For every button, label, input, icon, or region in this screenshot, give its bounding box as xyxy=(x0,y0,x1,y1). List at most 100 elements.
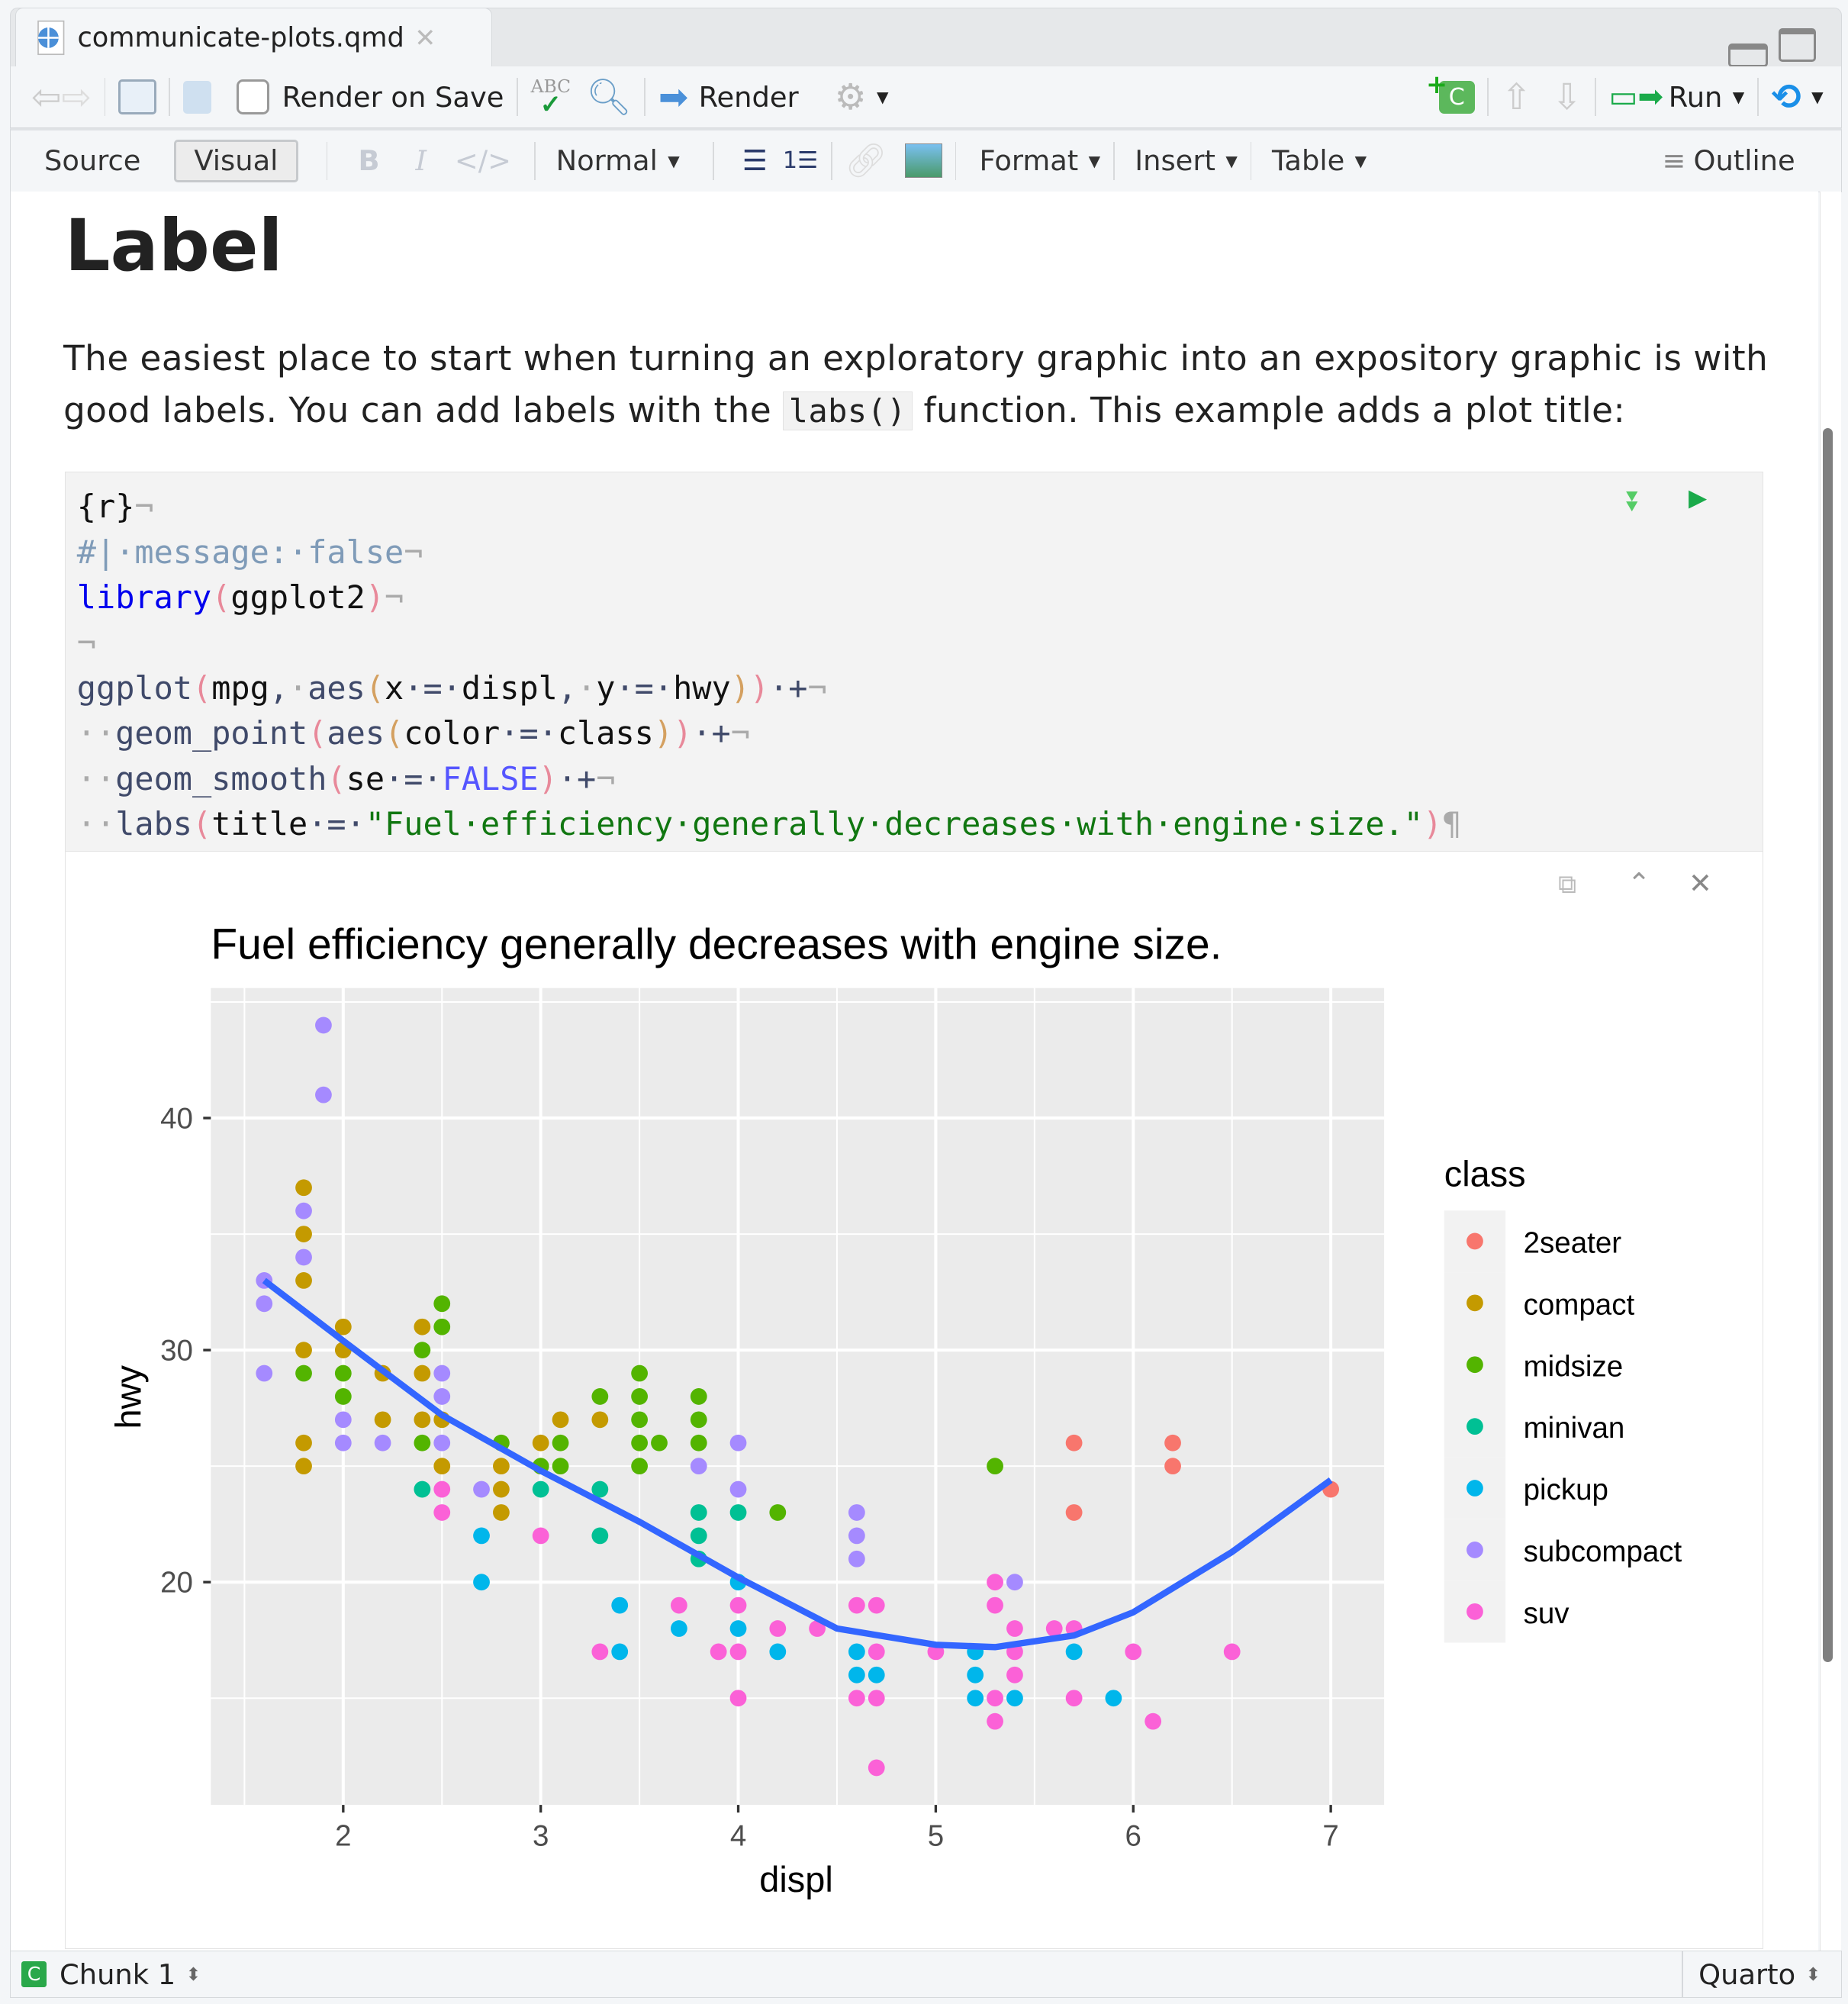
x-tick-label: 3 xyxy=(533,1820,549,1853)
image-icon[interactable] xyxy=(905,143,942,179)
run-button[interactable]: Run xyxy=(1668,80,1723,114)
data-point-compact xyxy=(493,1480,510,1498)
data-point-minivan xyxy=(591,1480,609,1498)
data-point-minivan xyxy=(690,1504,707,1521)
format-caret-icon[interactable]: ▼ xyxy=(1088,151,1101,170)
insert-chunk-icon[interactable]: C + xyxy=(1426,69,1475,114)
bullet-list-icon[interactable]: ☰ xyxy=(742,144,768,178)
collapse-output-icon[interactable]: ⌃ xyxy=(1627,866,1651,900)
block-style-dropdown[interactable]: Normal xyxy=(555,144,658,178)
code-icon[interactable]: </> xyxy=(454,144,511,178)
minimize-pane-icon[interactable] xyxy=(1727,43,1769,68)
code-token: ·=· xyxy=(404,669,462,707)
doctype-updown-icon[interactable]: ⬍ xyxy=(1805,1964,1821,1986)
bold-icon[interactable]: B xyxy=(358,144,380,178)
italic-icon[interactable]: I xyxy=(415,144,427,178)
code-token: ( xyxy=(192,669,212,707)
code-line[interactable]: ··geom_point(aes(color·=·class))·+¬ xyxy=(77,714,750,752)
chunk-navigator[interactable]: Chunk 1 xyxy=(60,1957,176,1991)
code-line[interactable]: ¬ xyxy=(77,624,96,662)
editor-toolbar: ⇦ ⇨ Render on Save ABC ✓ 🔍︎ ➡ Render ⚙ ▼ C… xyxy=(10,66,1842,129)
code-line[interactable]: ··geom_smooth(se·=·FALSE)·+¬ xyxy=(77,760,616,797)
scrollbar-thumb[interactable] xyxy=(1822,428,1833,1662)
table-caret-icon[interactable]: ▼ xyxy=(1354,151,1367,170)
format-menu[interactable]: Format xyxy=(979,144,1079,178)
data-point-midsize xyxy=(631,1434,648,1451)
data-point-subcompact xyxy=(256,1364,273,1382)
settings-gear-icon[interactable]: ⚙ xyxy=(834,76,867,118)
run-chunk-icon[interactable]: ▶ xyxy=(1688,480,1708,516)
x-tick-label: 4 xyxy=(730,1820,746,1853)
data-point-pickup xyxy=(848,1666,865,1683)
table-menu[interactable]: Table xyxy=(1272,144,1345,178)
show-in-window-icon[interactable] xyxy=(118,79,156,115)
window-controls xyxy=(1727,27,1817,68)
render-on-save-checkbox[interactable]: Render on Save xyxy=(237,79,504,115)
data-point-midsize xyxy=(433,1318,451,1335)
run-icon[interactable]: ▭➡ xyxy=(1608,79,1664,115)
chunk-updown-icon[interactable]: ⬍ xyxy=(185,1964,201,1986)
data-point-pickup xyxy=(473,1574,490,1591)
render-button[interactable]: Render xyxy=(698,80,799,114)
code-line[interactable]: ggplot(mpg,·aes(x·=·displ,·y·=·hwy))·+¬ xyxy=(77,669,827,707)
code-line[interactable]: #|·message:·false¬ xyxy=(77,533,423,571)
maximize-pane-icon[interactable] xyxy=(1778,27,1817,63)
outline-icon[interactable]: ≡ xyxy=(1662,144,1686,178)
run-previous-chunks-icon[interactable]: ⏬︎ xyxy=(1627,485,1641,518)
render-icon[interactable]: ➡ xyxy=(658,76,689,118)
expand-output-icon[interactable]: ⧉ xyxy=(1558,868,1577,899)
code-token: ( xyxy=(365,669,385,707)
numbered-list-icon[interactable]: 1☰ xyxy=(782,147,819,175)
chunk-icon: C xyxy=(21,1961,47,1987)
document-type-selector[interactable]: Quarto xyxy=(1698,1957,1796,1991)
code-line[interactable]: {r}¬ xyxy=(77,488,154,525)
code-token: ¶ xyxy=(1442,805,1462,843)
code-token: ggplot2 xyxy=(230,578,365,617)
code-token: ¬ xyxy=(404,533,423,571)
close-tab-icon[interactable]: ✕ xyxy=(414,23,436,53)
data-point-midsize xyxy=(690,1434,707,1451)
checkbox-box[interactable] xyxy=(237,79,269,115)
data-point-pickup xyxy=(868,1666,885,1683)
data-point-midsize xyxy=(334,1364,352,1382)
find-icon[interactable]: 🔍︎ xyxy=(586,76,632,118)
code-chunk[interactable]: ⏬︎ ▶ {r}¬ #|·message:·false¬ library(ggplo… xyxy=(64,472,1764,852)
previous-chunk-icon[interactable]: ⇧ xyxy=(1501,76,1532,118)
visual-mode-button[interactable]: Visual xyxy=(173,139,298,182)
data-point-suv xyxy=(868,1596,885,1614)
settings-dropdown-icon[interactable]: ▼ xyxy=(877,88,889,107)
insert-menu[interactable]: Insert xyxy=(1135,144,1215,178)
render-on-save-label: Render on Save xyxy=(282,80,504,114)
spellcheck-icon[interactable]: ABC ✓ xyxy=(530,75,571,120)
code-line[interactable]: library(ggplot2)¬ xyxy=(77,578,404,616)
publish-icon[interactable]: ⟲ xyxy=(1771,76,1801,118)
data-point-suv xyxy=(987,1596,1003,1614)
code-token: ( xyxy=(192,805,212,843)
code-token: aes xyxy=(307,669,365,707)
code-line[interactable]: ··labs(title·=·"Fuel·efficiency·generall… xyxy=(77,805,1462,843)
data-point-midsize xyxy=(769,1504,787,1521)
insert-caret-icon[interactable]: ▼ xyxy=(1225,151,1238,170)
next-chunk-icon[interactable]: ⇩ xyxy=(1551,76,1582,118)
x-axis-label: displ xyxy=(759,1860,832,1899)
data-point-pickup xyxy=(769,1643,787,1661)
outline-button[interactable]: Outline xyxy=(1693,144,1795,178)
data-point-subcompact xyxy=(848,1527,865,1545)
code-token: geom_smooth xyxy=(115,759,327,797)
run-dropdown-icon[interactable]: ▼ xyxy=(1732,88,1745,107)
block-style-caret-icon[interactable]: ▼ xyxy=(668,151,680,170)
forward-icon[interactable]: ⇨ xyxy=(61,76,92,118)
code-token: ·+ xyxy=(769,669,808,707)
paragraph: The easiest place to start when turning … xyxy=(63,333,1776,438)
tab-file[interactable]: communicate-plots.qmd ✕ xyxy=(15,8,493,68)
back-icon[interactable]: ⇦ xyxy=(31,76,62,118)
clear-output-icon[interactable]: ✕ xyxy=(1688,866,1712,900)
link-icon[interactable]: 🔗︎ xyxy=(845,142,887,181)
code-token: mpg xyxy=(211,669,269,707)
source-mode-button[interactable]: Source xyxy=(43,144,141,178)
data-point-midsize xyxy=(631,1388,648,1405)
code-token: ¬ xyxy=(385,578,404,617)
publish-dropdown-icon[interactable]: ▼ xyxy=(1811,88,1824,107)
save-icon[interactable] xyxy=(182,80,211,114)
legend-label: subcompact xyxy=(1524,1535,1682,1568)
